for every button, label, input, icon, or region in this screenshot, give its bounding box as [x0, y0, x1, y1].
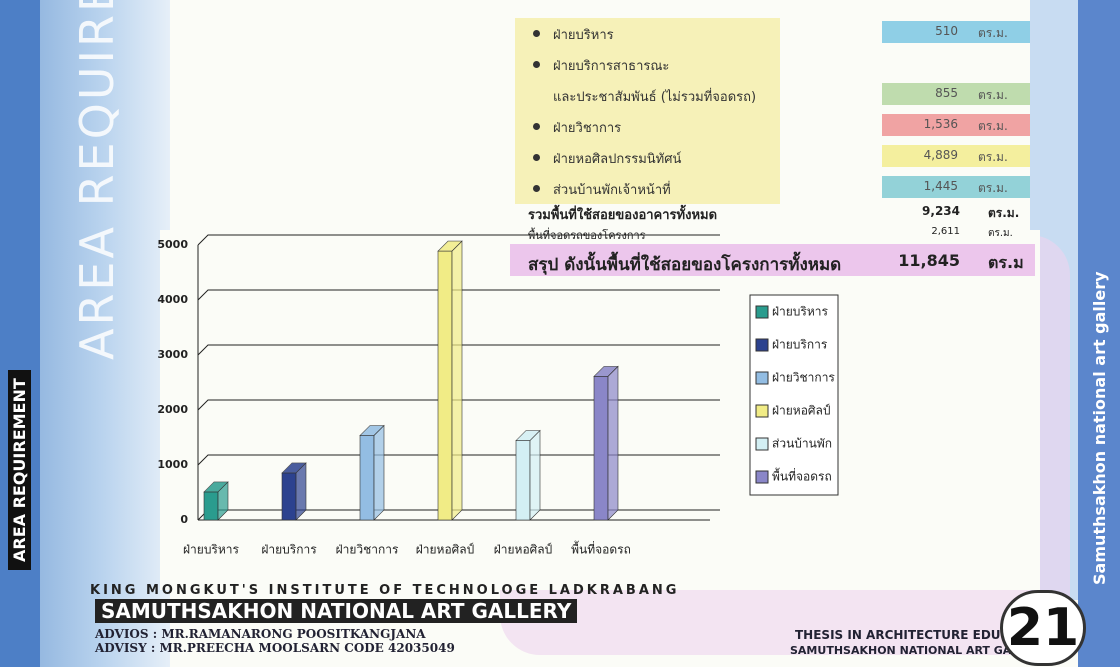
legend-swatch — [755, 470, 769, 484]
grid-line — [197, 234, 720, 246]
parking-value: 2,611 — [931, 226, 960, 237]
legend-label: พื้นที่จอดรถ — [772, 468, 832, 484]
legend-label: ฝ่ายหอศิลป์ — [772, 404, 831, 418]
legend-label: ฝ่ายบริการ — [772, 338, 828, 352]
legend-box — [749, 294, 839, 496]
value-box — [882, 83, 1030, 105]
grid-line — [197, 454, 720, 466]
x-tick-label: ฝ่ายหอศิลป์ — [416, 543, 475, 557]
summary-highlight — [510, 244, 1035, 276]
legend-swatch — [755, 338, 769, 352]
right-strip — [1078, 0, 1120, 667]
parking-unit: ตร.ม. — [988, 228, 1013, 239]
legend-label: ส่วนบ้านพัก — [772, 437, 832, 451]
advisor: ADVIOS : MR.RAMANARONG POOSITKANGJANA — [95, 627, 426, 641]
bar-side — [451, 240, 463, 521]
area-label: ฝ่ายบริหาร — [553, 28, 614, 43]
grid-line — [197, 344, 720, 356]
bullet — [533, 123, 540, 130]
bar — [593, 376, 609, 521]
y-tick-label: 0 — [180, 513, 188, 526]
area-unit: ตร.ม. — [978, 88, 1008, 102]
area-label: และประชาสัมพันธ์ (ไม่รวมที่จอดรถ) — [553, 90, 757, 105]
bar-side — [373, 424, 385, 521]
total-label: รวมพื้นที่ใช้สอยของอาคารทั้งหมด — [528, 208, 718, 223]
x-tick-label: ฝ่ายวิชาการ — [336, 543, 399, 557]
grid-line — [197, 399, 720, 411]
total-unit: ตร.ม. — [988, 206, 1020, 220]
bar — [515, 440, 531, 521]
y-tick-label: 5000 — [157, 238, 188, 251]
thesis: THESIS IN ARCHITECTURE EDUCATION — [795, 628, 1051, 642]
summary-unit: ตร.ม — [988, 253, 1024, 272]
bar — [359, 435, 375, 521]
area-label: ฝ่ายวิชาการ — [553, 121, 622, 136]
institute: KING MONGKUT'S INSTITUTE OF TECHNOLOGE L… — [90, 583, 680, 598]
bullet — [533, 30, 540, 37]
legend-label: ฝ่ายวิชาการ — [772, 371, 835, 385]
total-value: 9,234 — [922, 204, 960, 218]
bullet — [533, 154, 540, 161]
area-value: 4,889 — [923, 148, 958, 162]
thesis-project: SAMUTHSAKHON NATIONAL ART GALLERY — [790, 644, 1049, 657]
summary-value: 11,845 — [898, 251, 960, 270]
advisor: ADVISY : MR.PREECHA MOOLSARN CODE 420350… — [95, 641, 455, 655]
list-highlight — [515, 18, 780, 204]
bullet — [533, 185, 540, 192]
legend-label: ฝ่ายบริหาร — [772, 305, 829, 319]
legend-swatch — [755, 437, 769, 451]
legend-swatch — [755, 371, 769, 385]
area-unit: ตร.ม. — [978, 26, 1008, 40]
value-box — [882, 21, 1030, 43]
legend-swatch — [755, 305, 769, 319]
summary-label: สรุป ดังนั้นพื้นที่ใช้สอยของโครงการทั้งห… — [528, 255, 842, 275]
area-unit: ตร.ม. — [978, 119, 1008, 133]
value-box — [882, 176, 1030, 198]
y-tick-label: 3000 — [157, 348, 188, 361]
area-unit: ตร.ม. — [978, 150, 1008, 164]
bullet — [533, 61, 540, 68]
x-tick-label: พื้นที่จอดรถ — [571, 541, 631, 557]
x-tick-label: ฝ่ายบริหาร — [183, 543, 240, 557]
area-unit: ตร.ม. — [978, 181, 1008, 195]
area-label: ส่วนบ้านพักเจ้าหน้าที่ — [553, 183, 671, 198]
area-value: 1,536 — [923, 117, 958, 131]
parking-label: พื้นที่จอดรถของโครงการ — [528, 229, 646, 242]
value-box — [882, 145, 1030, 167]
y-tick-label: 4000 — [157, 293, 188, 306]
y-tick-label: 1000 — [157, 458, 188, 471]
bar-side — [295, 462, 307, 521]
bar-side — [529, 429, 541, 521]
bar-side — [217, 481, 229, 521]
page-number: 21 — [1000, 590, 1086, 666]
area-value: 855 — [935, 86, 958, 100]
area-value: 1,445 — [923, 179, 958, 193]
value-box — [882, 114, 1030, 136]
x-tick-label: ฝ่ายหอศิลป์ — [494, 543, 553, 557]
area-label: ฝ่ายหอศิลปกรรมนิทัศน์ — [553, 152, 682, 167]
y-tick-label: 2000 — [157, 403, 188, 416]
bar — [203, 491, 219, 521]
area-label: ฝ่ายบริการสาธารณะ — [553, 59, 670, 74]
bar — [281, 472, 297, 521]
area-value: 510 — [935, 24, 958, 38]
legend-swatch — [755, 404, 769, 418]
bar — [437, 250, 453, 521]
bar-side — [607, 365, 619, 521]
x-tick-label: ฝ่ายบริการ — [261, 543, 317, 557]
grid-line — [197, 289, 720, 301]
project-title: SAMUTHSAKHON NATIONAL ART GALLERY — [95, 599, 578, 623]
